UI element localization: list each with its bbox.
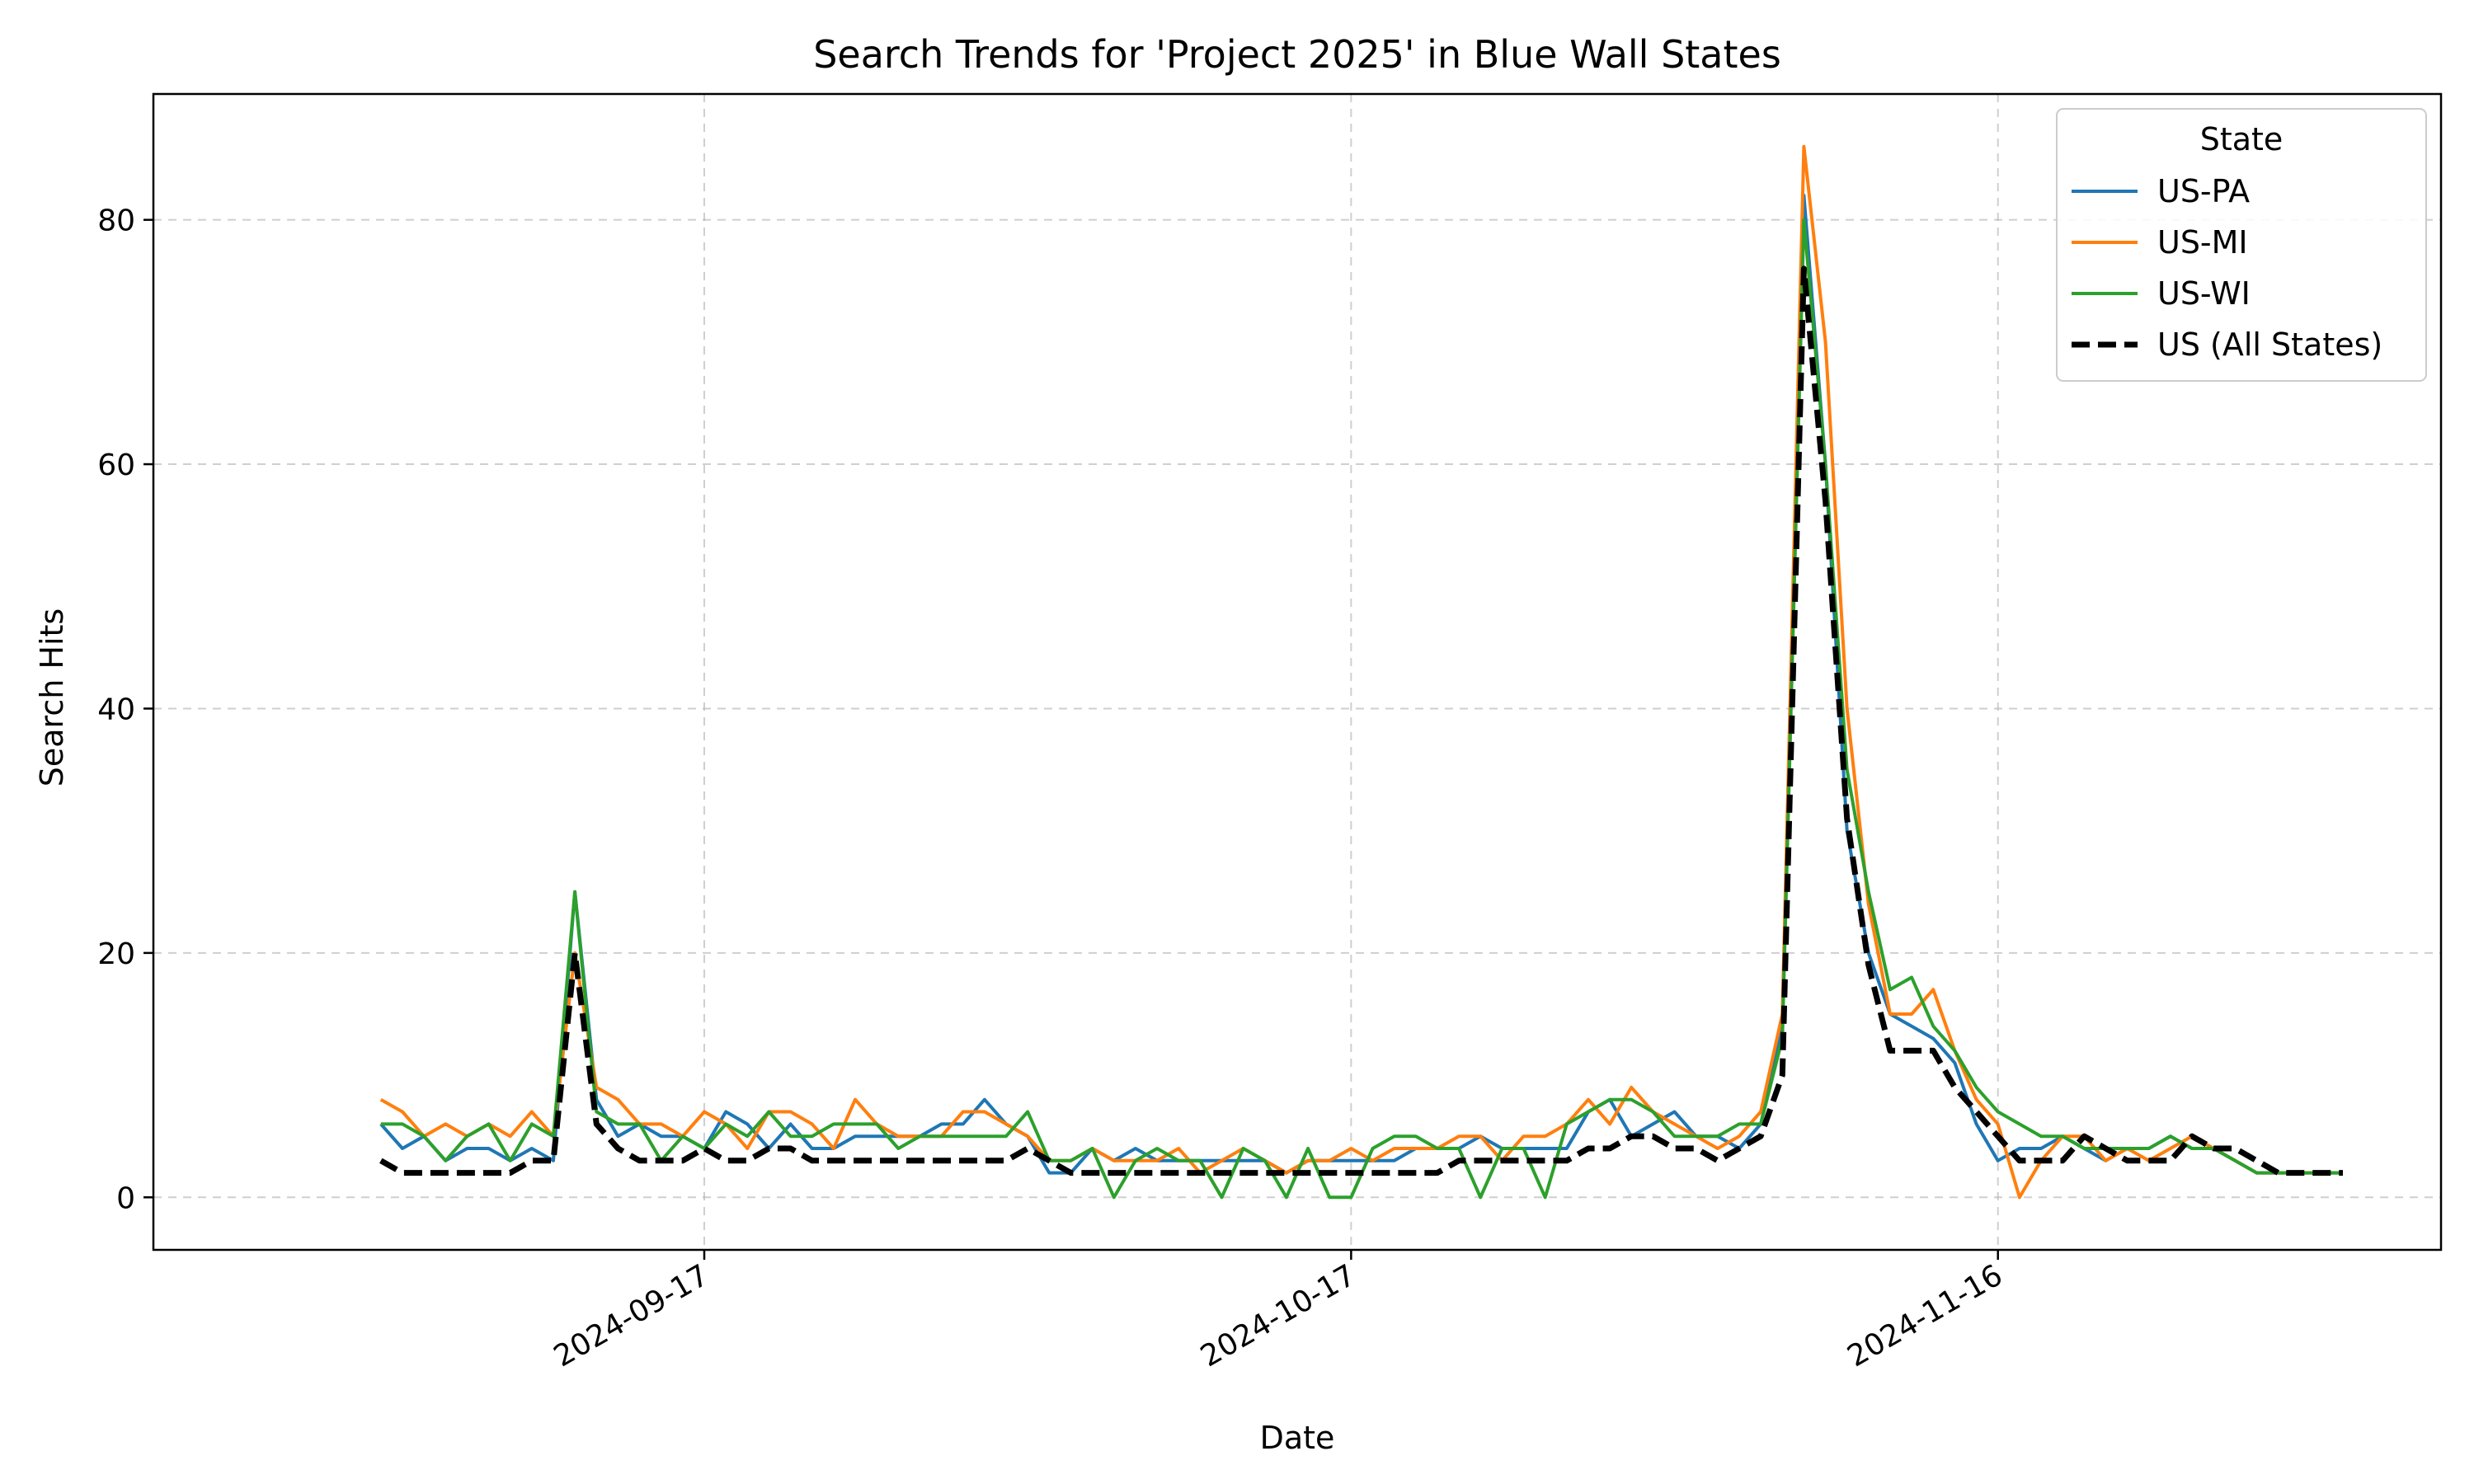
y-tick-label: 20 <box>97 937 135 971</box>
legend-label: US-PA <box>2157 173 2250 209</box>
legend-label: US (All States) <box>2157 326 2382 363</box>
y-tick-label: 60 <box>97 448 135 482</box>
y-axis-label: Search Hits <box>34 608 70 787</box>
legend-box <box>2056 108 2427 382</box>
series-line-us-all-states <box>379 265 2343 1176</box>
chart-title: Search Trends for 'Project 2025' in Blue… <box>813 32 1781 77</box>
plot-area-frame <box>152 92 2443 1252</box>
series-lines <box>379 144 2343 1200</box>
legend-label: US-MI <box>2157 224 2248 261</box>
x-axis-label: Date <box>1260 1420 1335 1456</box>
legend-title: State <box>2200 121 2284 157</box>
legend-label: US-WI <box>2157 275 2251 312</box>
y-tick-label: 80 <box>97 204 135 238</box>
y-tick-label: 0 <box>116 1181 135 1215</box>
y-axis: 0 20 40 60 80 <box>97 204 153 1215</box>
series-line-us-mi <box>379 144 2343 1200</box>
y-tick-label: 40 <box>97 693 135 726</box>
legend: State US-PA US-MI US-WI US (All States) <box>2056 108 2427 382</box>
